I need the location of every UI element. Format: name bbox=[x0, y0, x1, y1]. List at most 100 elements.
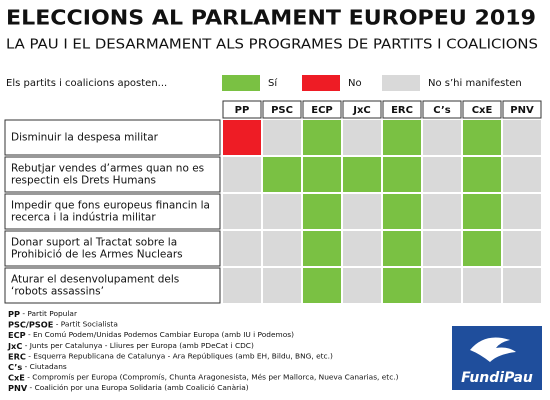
row-label-cell bbox=[4, 119, 221, 156]
note: C’s - Ciutadans bbox=[8, 362, 67, 372]
cell bbox=[463, 194, 501, 229]
note: CxE - Compromís per Europa (Compromís, C… bbox=[8, 372, 399, 382]
column-header: C’s bbox=[433, 105, 451, 116]
logo-box bbox=[452, 326, 542, 390]
note-abbr: CxE bbox=[8, 372, 25, 382]
note-text: - En Comú Podem/Unidas Podemos Cambiar E… bbox=[26, 330, 294, 339]
row-label: Impedir que fons europeus financin la bbox=[11, 200, 210, 212]
cell bbox=[263, 120, 301, 155]
column-header: PSC bbox=[271, 105, 293, 116]
row-label: ‘robots assassins’ bbox=[11, 286, 104, 298]
note: PNV - Coalición por una Europa Solidaria… bbox=[8, 383, 249, 393]
logo-dove bbox=[470, 337, 516, 362]
cell bbox=[343, 157, 381, 192]
cell bbox=[423, 268, 461, 303]
cell bbox=[343, 268, 381, 303]
note-text: - Partit Popular bbox=[20, 309, 78, 318]
column-header: PNV bbox=[510, 105, 534, 116]
note-abbr: ECP bbox=[8, 330, 26, 340]
cell bbox=[263, 268, 301, 303]
cell bbox=[303, 194, 341, 229]
row-label: Aturar el desenvolupament dels bbox=[11, 274, 179, 286]
cell bbox=[303, 120, 341, 155]
row-label: Disminuir la despesa militar bbox=[11, 132, 159, 144]
cell bbox=[263, 231, 301, 266]
cell bbox=[223, 157, 261, 192]
note-text: - Compromís per Europa (Compromís, Chunt… bbox=[25, 373, 399, 382]
note-abbr: JxC bbox=[7, 340, 22, 350]
row-label: Rebutjar vendes d’armes quan no es bbox=[11, 163, 204, 175]
header-cell bbox=[302, 100, 342, 119]
note-abbr: PNV bbox=[8, 383, 28, 393]
legend-swatch bbox=[382, 75, 420, 91]
subtitle: LA PAU I EL DESARMAMENT ALS PROGRAMES DE… bbox=[6, 38, 538, 53]
cell bbox=[423, 120, 461, 155]
note-abbr: C’s bbox=[8, 362, 22, 372]
row-label: respectin els Drets Humans bbox=[11, 175, 156, 187]
cell bbox=[423, 157, 461, 192]
note-abbr: ERC bbox=[8, 351, 26, 361]
header-cell bbox=[262, 100, 302, 119]
cell bbox=[303, 268, 341, 303]
note-text: - Esquerra Republicana de Catalunya - Ar… bbox=[26, 351, 333, 360]
legend-label: No s’hi manifesten bbox=[428, 78, 522, 89]
legend-prompt: Els partits i coalicions aposten... bbox=[6, 78, 167, 89]
header-cell bbox=[502, 100, 542, 119]
row-label: recerca i la indústria militar bbox=[11, 212, 156, 224]
cell bbox=[343, 120, 381, 155]
legend-swatch bbox=[302, 75, 340, 91]
note: ERC - Esquerra Republicana de Catalunya … bbox=[8, 351, 333, 361]
cell bbox=[423, 231, 461, 266]
note-text: - Ciutadans bbox=[22, 362, 67, 371]
cell bbox=[383, 194, 421, 229]
header-cell bbox=[462, 100, 502, 119]
cell bbox=[263, 157, 301, 192]
column-header: JxC bbox=[352, 105, 371, 116]
column-header: ERC bbox=[391, 105, 413, 116]
header-cell bbox=[342, 100, 382, 119]
note: JxC - Junts per Catalunya - Lliures per … bbox=[7, 340, 254, 350]
row-label-cell bbox=[4, 193, 221, 230]
cell bbox=[463, 157, 501, 192]
cell bbox=[223, 120, 261, 155]
cell bbox=[503, 157, 541, 192]
cell bbox=[343, 231, 381, 266]
cell bbox=[383, 157, 421, 192]
cell bbox=[463, 231, 501, 266]
cell bbox=[223, 231, 261, 266]
header-cell bbox=[382, 100, 422, 119]
cell bbox=[503, 194, 541, 229]
row-label: Donar suport al Tractat sobre la bbox=[11, 237, 177, 249]
row-label: Prohibició de les Armes Nuclears bbox=[11, 249, 183, 261]
row-label-cell bbox=[4, 267, 221, 304]
logo: FundiPau bbox=[452, 326, 542, 390]
cell bbox=[223, 268, 261, 303]
cell bbox=[383, 120, 421, 155]
cell bbox=[223, 194, 261, 229]
cell bbox=[503, 120, 541, 155]
header-cell bbox=[422, 100, 462, 119]
cell bbox=[503, 231, 541, 266]
cell bbox=[343, 194, 381, 229]
legend-label: Sí bbox=[268, 77, 278, 89]
note: PSC/PSOE - Partit Socialista bbox=[8, 319, 118, 329]
cell bbox=[383, 268, 421, 303]
note-text: - Coalición por una Europa Solidaria (am… bbox=[27, 383, 249, 392]
cell bbox=[303, 231, 341, 266]
cell bbox=[383, 231, 421, 266]
column-header: CxE bbox=[472, 105, 493, 116]
column-header: ECP bbox=[311, 105, 333, 116]
legend-swatch bbox=[222, 75, 260, 91]
row-label-cell bbox=[4, 156, 221, 193]
legend-label: No bbox=[348, 78, 362, 89]
logo-text: FundiPau bbox=[461, 370, 533, 386]
note-text: - Partit Socialista bbox=[53, 320, 118, 329]
row-label-cell bbox=[4, 230, 221, 267]
cell bbox=[423, 194, 461, 229]
title: ELECCIONS AL PARLAMENT EUROPEU 2019 bbox=[6, 6, 536, 30]
cell bbox=[463, 268, 501, 303]
note: ECP - En Comú Podem/Unidas Podemos Cambi… bbox=[8, 330, 294, 340]
cell bbox=[503, 268, 541, 303]
cell bbox=[463, 120, 501, 155]
